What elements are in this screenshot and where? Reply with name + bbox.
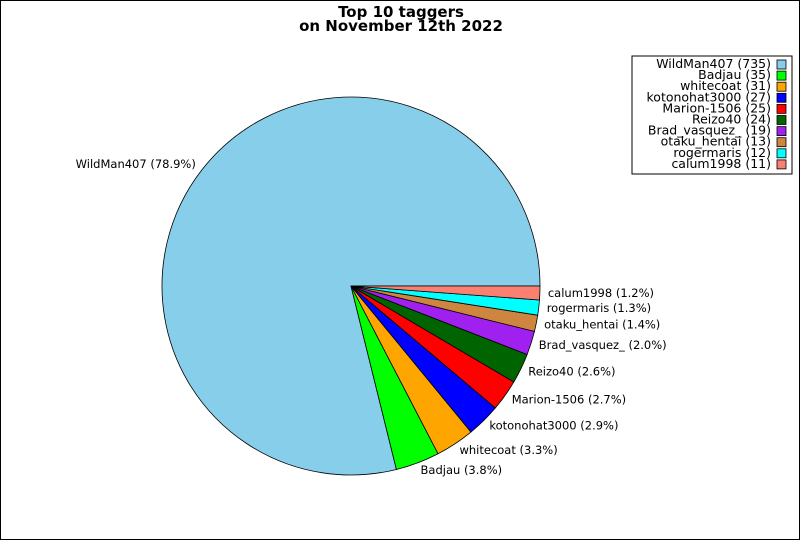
slice-label: Reizo40 (2.6%) xyxy=(528,364,615,378)
slice-label: Badjau (3.8%) xyxy=(421,463,503,477)
legend-swatch xyxy=(776,126,787,136)
slice-labels: WildMan407 (78.9%) Badjau (3.8%) whitecoat… xyxy=(76,157,667,477)
slice-label: rogermaris (1.3%) xyxy=(547,301,651,315)
slice-label: otaku_hentai (1.4%) xyxy=(544,317,660,331)
legend-label: Brad_vasquez_ (19) xyxy=(648,123,771,138)
slice-label: Brad_vasquez_ (2.0%) xyxy=(539,338,667,352)
legend-swatch xyxy=(776,59,787,70)
legend-swatch xyxy=(776,92,787,103)
legend-label: kotonohat3000 (27) xyxy=(647,89,772,104)
legend-label: Marion-1506 (25) xyxy=(662,100,771,115)
pie-slices xyxy=(161,96,541,476)
pie-slice-calum1998 xyxy=(350,285,541,301)
legend-label: calum1998 (11) xyxy=(671,156,771,171)
legend-box xyxy=(631,55,793,175)
slice-label: Marion-1506 (2.7%) xyxy=(512,392,626,406)
legend-swatch xyxy=(776,159,787,170)
legend-swatch xyxy=(776,137,787,148)
chart-title-line-2: on November 12th 2022 xyxy=(299,17,503,35)
legend-label: whitecoat (31) xyxy=(680,78,771,93)
legend: WildMan407 (735)Badjau (35)whitecoat (31… xyxy=(631,55,793,175)
slice-label: whitecoat (3.3%) xyxy=(459,443,557,457)
slice-label: WildMan407 (78.9%) xyxy=(76,157,196,171)
legend-label: Reizo40 (24) xyxy=(692,112,771,127)
legend-swatch xyxy=(776,70,787,81)
slice-label: calum1998 (1.2%) xyxy=(548,286,654,300)
chart-title-line-1: Top 10 taggers xyxy=(338,3,464,21)
legend-swatch xyxy=(776,81,787,92)
legend-swatch xyxy=(776,148,787,159)
slice-label: kotonohat3000 (2.9%) xyxy=(489,419,618,433)
legend-swatch xyxy=(776,104,787,114)
legend-swatch xyxy=(776,115,787,125)
legend-label: Badjau (35) xyxy=(698,67,771,82)
legend-label: WildMan407 (735) xyxy=(656,56,771,71)
legend-label: rogermaris (12) xyxy=(673,145,771,160)
legend-label: otaku_hentai (13) xyxy=(661,134,771,149)
